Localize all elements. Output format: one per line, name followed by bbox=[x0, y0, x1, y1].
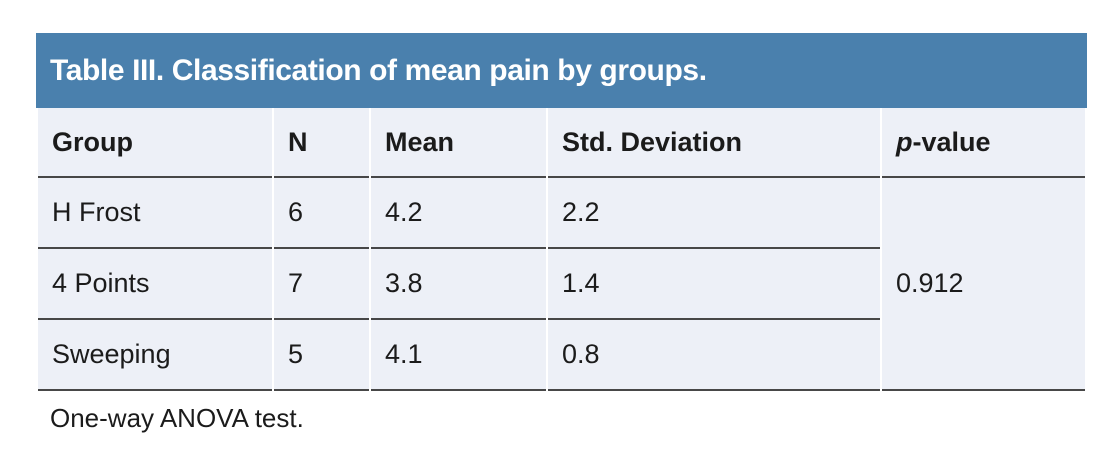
cell-std-deviation: 1.4 bbox=[548, 249, 880, 320]
stats-table: Group N Mean Std. Deviation p-value H Fr… bbox=[36, 108, 1087, 391]
col-header-group: Group bbox=[38, 108, 272, 178]
cell-p-value: 0.912 bbox=[882, 178, 1085, 391]
cell-n: 7 bbox=[274, 249, 369, 320]
cell-n: 5 bbox=[274, 320, 369, 391]
cell-group: Sweeping bbox=[38, 320, 272, 391]
stats-table-figure: Table III. Classification of mean pain b… bbox=[36, 33, 1087, 434]
table-title: Table III. Classification of mean pain b… bbox=[50, 53, 707, 87]
p-value-header-rest: -value bbox=[912, 126, 991, 157]
cell-std-deviation: 0.8 bbox=[548, 320, 880, 391]
cell-std-deviation: 2.2 bbox=[548, 178, 880, 249]
table-row-sweeping: Sweeping 5 4.1 0.8 bbox=[38, 320, 1085, 391]
col-header-std-deviation: Std. Deviation bbox=[548, 108, 880, 178]
cell-group: 4 Points bbox=[38, 249, 272, 320]
table-row-4-points: 4 Points 7 3.8 1.4 bbox=[38, 249, 1085, 320]
p-value-header-italic: p bbox=[896, 126, 913, 157]
cell-mean: 3.8 bbox=[371, 249, 546, 320]
cell-n: 6 bbox=[274, 178, 369, 249]
cell-mean: 4.1 bbox=[371, 320, 546, 391]
table-title-bar: Table III. Classification of mean pain b… bbox=[36, 33, 1087, 108]
cell-mean: 4.2 bbox=[371, 178, 546, 249]
table-row-h-frost: H Frost 6 4.2 2.2 0.912 bbox=[38, 178, 1085, 391]
table-footnote: One-way ANOVA test. bbox=[50, 403, 304, 433]
table-header-row: Group N Mean Std. Deviation p-value bbox=[38, 108, 1085, 178]
col-header-n: N bbox=[274, 108, 369, 178]
col-header-p-value: p-value bbox=[882, 108, 1085, 178]
col-header-mean: Mean bbox=[371, 108, 546, 178]
cell-group: H Frost bbox=[38, 178, 272, 249]
